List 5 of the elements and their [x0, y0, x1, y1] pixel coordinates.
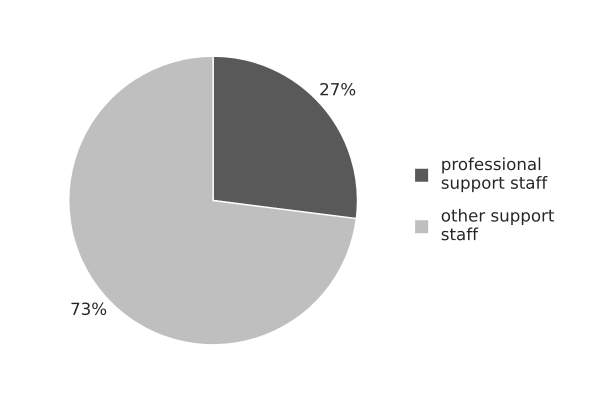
data-label: 27%: [320, 82, 356, 96]
legend-label: other support staff: [442, 208, 554, 240]
legend-label: professional support staff: [442, 157, 548, 192]
pie-slice: [68, 55, 358, 346]
data-label: 73%: [71, 302, 106, 316]
